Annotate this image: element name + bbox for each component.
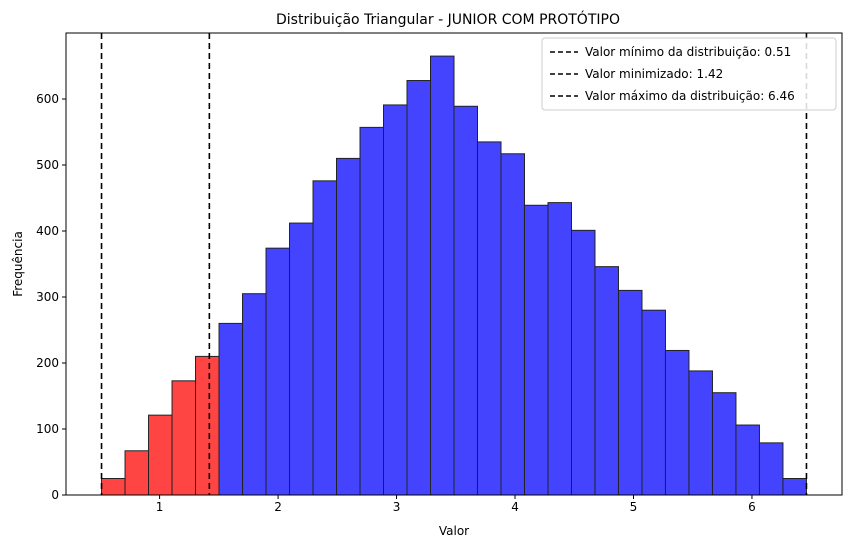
histogram-bar xyxy=(101,478,126,496)
histogram-bar xyxy=(570,229,596,496)
histogram-bar xyxy=(312,180,338,496)
bars-group xyxy=(101,55,807,496)
histogram-bar xyxy=(148,414,173,496)
x-tick-label: 3 xyxy=(393,500,401,514)
legend-box xyxy=(541,37,837,111)
histogram-bar xyxy=(617,289,643,496)
x-tick-label: 4 xyxy=(511,500,519,514)
y-tick-label: 500 xyxy=(36,158,59,172)
histogram-bar xyxy=(476,141,502,496)
reference-lines xyxy=(100,33,808,495)
y-axis-label: Frequência xyxy=(11,231,25,297)
x-tick-label: 5 xyxy=(630,500,638,514)
x-tick-label: 6 xyxy=(748,500,756,514)
histogram-bar xyxy=(735,424,760,496)
histogram-bar xyxy=(430,55,455,496)
histogram-bar xyxy=(124,450,150,496)
histogram-bar xyxy=(171,380,197,496)
legend-label-max: Valor máximo da distribuição: 6.46 xyxy=(585,89,795,103)
y-tick-label: 300 xyxy=(36,290,59,304)
plot-frame xyxy=(65,32,843,496)
x-axis-label: Valor xyxy=(439,524,469,538)
y-tick-label: 600 xyxy=(36,92,59,106)
y-tick-label: 0 xyxy=(51,488,59,502)
chart-title: Distribuição Triangular - JUNIOR COM PRO… xyxy=(276,10,620,28)
x-tick-label: 1 xyxy=(156,500,164,514)
histogram-bar xyxy=(500,153,525,496)
histogram-bar xyxy=(406,80,432,496)
y-tick-label: 200 xyxy=(36,356,59,370)
histogram-bar xyxy=(336,157,361,496)
histogram-bar xyxy=(758,442,784,496)
histogram-bar xyxy=(453,105,478,496)
legend-label-minimized: Valor minimizado: 1.42 xyxy=(585,67,723,81)
histogram-bar xyxy=(383,104,408,496)
histogram-bar xyxy=(547,202,572,496)
histogram-bar xyxy=(265,247,291,496)
histogram-bar xyxy=(218,322,244,496)
legend: Valor mínimo da distribuição: 0.51 Valor… xyxy=(541,37,837,111)
histogram-bar xyxy=(523,204,549,496)
histogram-bar xyxy=(195,355,220,496)
legend-label-min: Valor mínimo da distribuição: 0.51 xyxy=(585,45,791,59)
y-tick-label: 100 xyxy=(36,422,59,436)
histogram-bar xyxy=(782,478,807,496)
histogram-bar xyxy=(359,126,385,496)
histogram-bar xyxy=(242,293,267,496)
histogram-bar xyxy=(641,309,666,496)
y-tick-label: 400 xyxy=(36,224,59,238)
x-tick-label: 2 xyxy=(274,500,282,514)
x-axis-ticks: 1 2 3 4 5 6 xyxy=(156,495,756,514)
histogram-bar xyxy=(664,349,690,496)
histogram-bar xyxy=(594,266,619,496)
histogram-bar xyxy=(711,392,737,496)
y-axis-ticks: 0 100 200 300 400 500 600 xyxy=(36,92,66,502)
histogram-bar xyxy=(289,222,314,496)
histogram-bar xyxy=(688,370,713,496)
